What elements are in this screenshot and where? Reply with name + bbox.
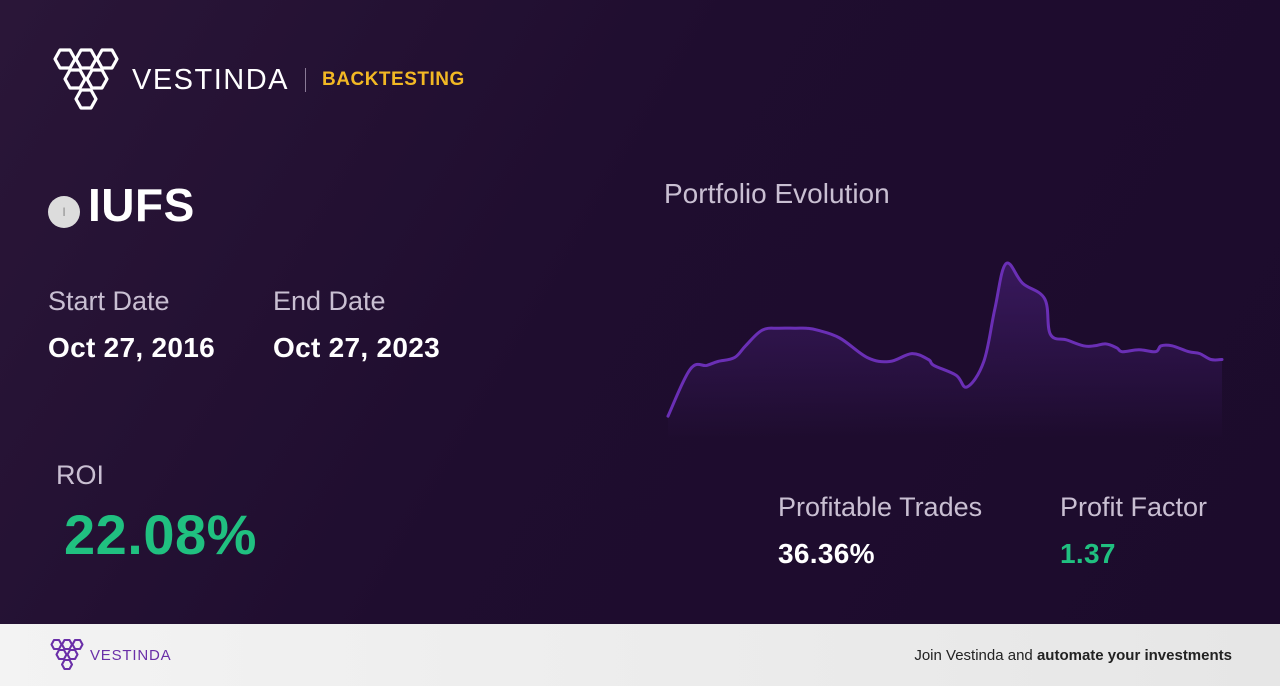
chart-point — [1198, 352, 1202, 356]
roi-label: ROI — [56, 460, 105, 490]
hexagon-cluster-logo-icon — [53, 48, 119, 110]
start-date-label: Start Date — [48, 286, 170, 316]
chart-point — [888, 360, 892, 364]
chart-point — [793, 326, 797, 330]
profitable-trades-label: Profitable Trades — [778, 492, 983, 522]
footer-bar: VESTINDA Join Vestinda and automate your… — [0, 624, 1280, 686]
end-date-value: Oct 27, 2023 — [273, 332, 441, 363]
chart-point — [777, 326, 781, 330]
chart-series-line — [666, 261, 1224, 418]
chart-point — [982, 360, 986, 364]
footer-cta-bold: automate your investments — [1036, 646, 1232, 664]
brand-header: VESTINDA BACKTESTING — [48, 46, 465, 114]
roi-value: 22.08% — [64, 503, 257, 566]
chart-point — [816, 328, 820, 332]
chart-point — [1209, 358, 1213, 362]
backtest-card: VESTINDA BACKTESTING I IUFS Start Date O… — [0, 0, 1280, 624]
chart-point — [1004, 262, 1008, 266]
chart-point — [954, 373, 958, 377]
ticker-row: I IUFS — [48, 178, 195, 232]
chart-point — [805, 326, 809, 330]
chart-point — [1082, 344, 1086, 348]
chart-point — [1021, 281, 1025, 285]
chart-point — [926, 358, 930, 362]
chart-point — [1115, 346, 1119, 350]
footer-cta-prefix: Join Vestinda and — [914, 646, 1037, 664]
brand-tag: BACKTESTING — [322, 69, 465, 90]
chart-area-fill — [668, 262, 1222, 438]
start-date-value: Oct 27, 2016 — [48, 332, 216, 363]
profitable-trades-value: 36.36% — [778, 538, 875, 569]
chart-point — [1137, 348, 1141, 352]
ticker-symbol: IUFS — [88, 179, 195, 231]
portfolio-evolution-chart — [666, 261, 1224, 438]
brand-name: VESTINDA — [132, 63, 290, 96]
chart-point — [1104, 342, 1108, 346]
chart-point — [1048, 332, 1052, 336]
footer-cta[interactable]: Join Vestinda and automate your investme… — [914, 647, 1232, 664]
profit-factor-label: Profit Factor — [1060, 492, 1208, 522]
brand-divider — [305, 68, 307, 92]
chart-point — [1043, 297, 1047, 301]
chart-point — [744, 344, 748, 348]
chart-point — [716, 360, 720, 364]
chart-point — [1220, 358, 1224, 362]
chart-point — [1120, 350, 1124, 354]
chart-title: Portfolio Evolution — [664, 178, 890, 209]
ticker-logo-icon: I — [48, 196, 80, 228]
profit-factor-value: 1.37 — [1060, 538, 1116, 569]
chart-point — [705, 363, 709, 367]
footer-logo[interactable]: VESTINDA — [48, 638, 171, 672]
chart-point — [1154, 350, 1158, 354]
chart-point — [733, 356, 737, 360]
end-date-label: End Date — [273, 286, 386, 316]
footer-brand-name: VESTINDA — [90, 646, 172, 664]
chart-point — [1187, 350, 1191, 354]
chart-point — [666, 414, 670, 418]
chart-point — [838, 336, 842, 340]
chart-point — [760, 328, 764, 332]
chart-point — [1093, 344, 1097, 348]
chart-point — [1159, 344, 1163, 348]
chart-point — [688, 367, 692, 371]
chart-point — [1065, 338, 1069, 342]
hexagon-cluster-logo-icon — [50, 638, 84, 671]
chart-point — [932, 363, 936, 367]
chart-point — [1170, 344, 1174, 348]
chart-point — [993, 307, 997, 311]
chart-point — [865, 356, 869, 360]
chart-point — [910, 352, 914, 356]
chart-point — [965, 385, 969, 389]
